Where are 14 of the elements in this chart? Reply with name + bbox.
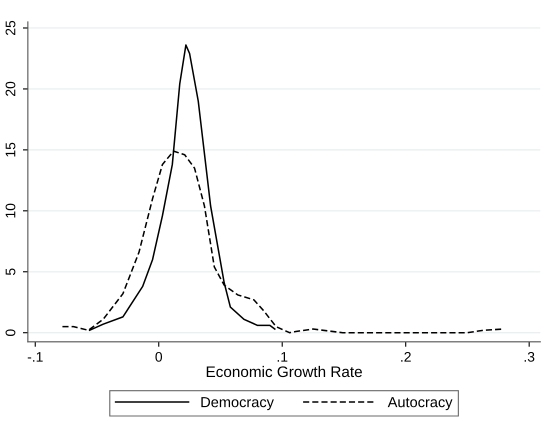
y-tick-label: 10: [6, 204, 16, 218]
x-tick-label: 0: [155, 352, 162, 362]
y-tick-label: 20: [6, 82, 16, 96]
x-tick-label: .2: [401, 352, 411, 362]
y-tick-label: 0: [6, 329, 16, 336]
legend-label: Democracy: [201, 397, 274, 410]
y-tick-label: 25: [6, 20, 16, 36]
x-tick-label: .3: [524, 352, 534, 362]
legend-label: Autocracy: [388, 397, 452, 410]
x-tick-label: -.1: [28, 352, 43, 362]
x-axis-title: Economic Growth Rate: [206, 366, 362, 378]
x-tick-label: .1: [278, 352, 288, 362]
y-tick-label: 15: [6, 142, 16, 157]
y-tick-label: 5: [6, 268, 16, 276]
